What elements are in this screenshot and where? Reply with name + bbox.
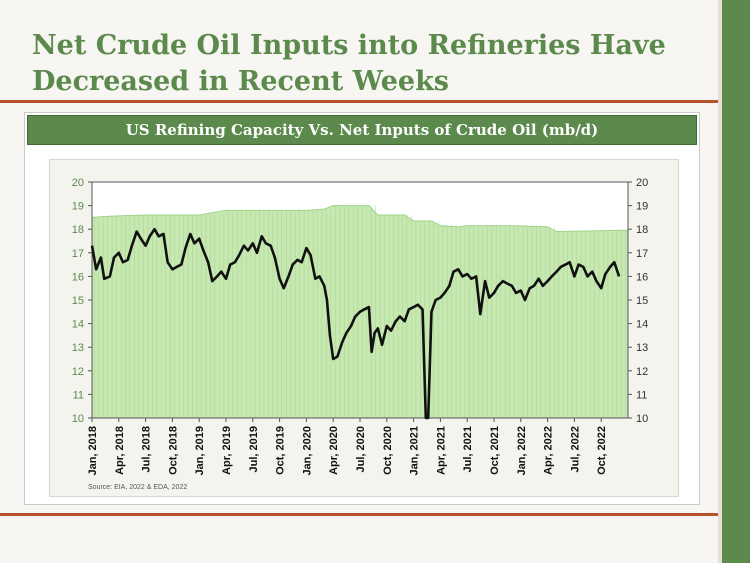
y-tick-label-right: 15 — [636, 295, 648, 307]
x-tick-label: Apr, 2021 — [435, 426, 447, 475]
title-rule — [0, 100, 718, 103]
x-tick-label: Oct, 2019 — [275, 426, 287, 475]
x-tick-label: Oct, 2022 — [596, 426, 608, 475]
y-tick-label-left: 15 — [72, 295, 84, 307]
x-tick-label: Jul, 2020 — [355, 426, 367, 472]
y-tick-label-right: 16 — [636, 271, 648, 283]
y-tick-label-right: 17 — [636, 248, 648, 260]
y-tick-label-left: 20 — [72, 177, 84, 189]
y-tick-label-left: 13 — [72, 342, 84, 354]
x-tick-label: Oct, 2021 — [489, 426, 501, 475]
y-tick-label-right: 18 — [636, 224, 648, 236]
x-tick-label: Apr, 2020 — [328, 426, 340, 475]
y-tick-label-left: 17 — [72, 248, 84, 260]
y-tick-label-right: 14 — [636, 319, 648, 331]
x-tick-label: Jan, 2019 — [194, 426, 206, 476]
y-tick-label-right: 19 — [636, 201, 648, 213]
footer-rule — [0, 513, 718, 516]
y-tick-label-left: 19 — [72, 201, 84, 213]
x-tick-label: Jan, 2020 — [301, 426, 313, 476]
x-tick-label: Jan, 2022 — [516, 426, 528, 476]
side-accent-bar — [722, 0, 750, 563]
x-tick-label: Apr, 2022 — [543, 426, 555, 475]
y-tick-label-left: 18 — [72, 224, 84, 236]
x-tick-label: Jul, 2022 — [569, 426, 581, 472]
y-tick-label-right: 12 — [636, 366, 648, 378]
y-tick-label-right: 10 — [636, 413, 648, 425]
y-tick-label-left: 10 — [72, 413, 84, 425]
x-tick-label: Oct, 2018 — [167, 426, 179, 475]
y-tick-label-right: 11 — [636, 389, 647, 401]
side-bar-edge — [718, 0, 722, 563]
y-tick-label-left: 12 — [72, 366, 84, 378]
x-tick-label: Apr, 2018 — [114, 426, 126, 475]
x-tick-label: Jul, 2018 — [141, 426, 153, 472]
x-tick-label: Oct, 2020 — [382, 426, 394, 475]
y-tick-label-right: 13 — [636, 342, 648, 354]
x-tick-label: Jul, 2021 — [462, 426, 474, 472]
x-tick-label: Jan, 2021 — [409, 426, 421, 476]
y-tick-label-left: 11 — [73, 389, 84, 401]
x-tick-label: Jan, 2018 — [87, 426, 99, 476]
x-tick-label: Jul, 2019 — [248, 426, 260, 472]
source-note: Source: EIA, 2022 & EDA, 2022 — [88, 484, 188, 491]
net-inputs-line — [90, 227, 621, 420]
y-tick-label-left: 16 — [72, 271, 84, 283]
chart-title: US Refining Capacity Vs. Net Inputs of C… — [27, 115, 697, 145]
slide-title: Net Crude Oil Inputs into Refineries Hav… — [32, 30, 666, 97]
x-tick-label: Apr, 2019 — [221, 426, 233, 475]
y-tick-label-left: 14 — [72, 319, 84, 331]
y-tick-label-right: 20 — [636, 177, 648, 189]
